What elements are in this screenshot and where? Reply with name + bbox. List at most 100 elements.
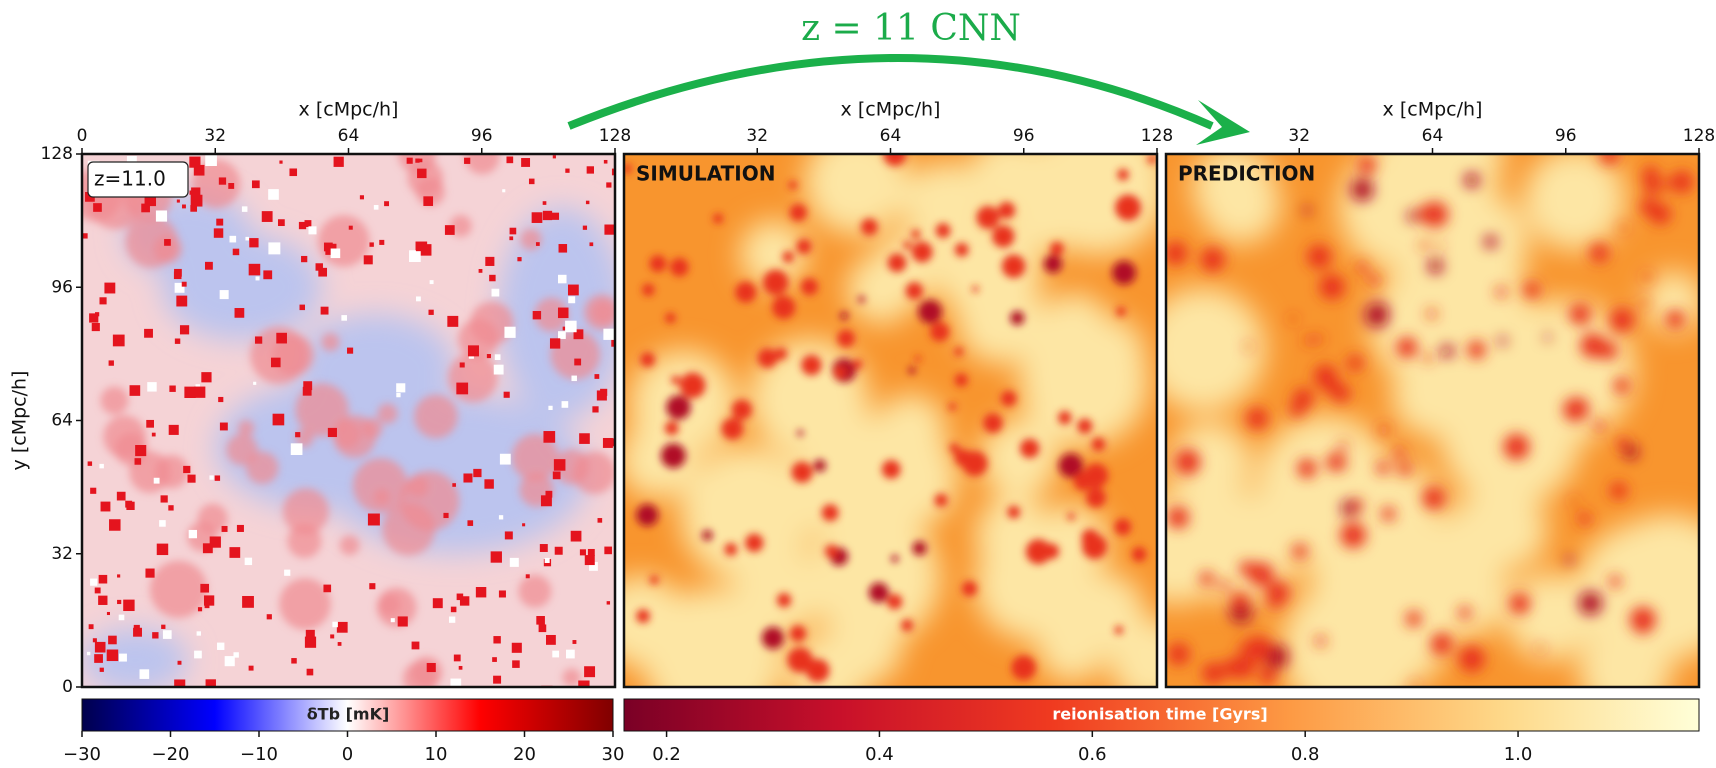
hot-pixel <box>391 618 395 622</box>
early-spot <box>1115 195 1141 221</box>
hot-pixel <box>289 168 297 176</box>
hot-pixel <box>447 316 458 327</box>
early-spot <box>735 282 756 303</box>
hot-pixel <box>200 584 209 593</box>
hot-pixel <box>119 654 127 662</box>
warm-blob <box>362 418 383 439</box>
hot-pixel <box>476 587 486 597</box>
early-spot <box>1537 645 1544 652</box>
early-spot <box>853 359 863 369</box>
early-spot <box>1114 519 1131 536</box>
early-spot <box>649 255 666 272</box>
hot-pixel <box>117 492 126 501</box>
early-spot <box>1231 592 1248 609</box>
hot-pixel <box>607 601 610 604</box>
hot-pixel <box>321 307 329 315</box>
hot-pixel <box>177 200 180 203</box>
warm-blob <box>333 420 361 448</box>
early-spot <box>790 204 807 221</box>
hot-pixel <box>566 650 575 659</box>
hot-pixel <box>268 189 279 200</box>
hot-pixel <box>146 420 154 428</box>
early-spot <box>903 241 911 249</box>
hot-pixel <box>540 544 548 552</box>
hot-pixel <box>445 225 455 235</box>
hot-pixel <box>168 505 173 510</box>
early-spot <box>861 219 878 236</box>
warm-blob <box>378 594 400 616</box>
early-spot <box>1010 311 1024 325</box>
hot-pixel <box>464 158 470 164</box>
hot-pixel <box>430 280 434 284</box>
early-spot <box>1007 506 1020 519</box>
hot-pixel <box>584 666 595 677</box>
y-tick-label: 0 <box>62 677 73 697</box>
hot-pixel <box>606 182 611 187</box>
hot-pixel <box>423 196 433 206</box>
hot-pixel <box>307 669 314 676</box>
hot-pixel <box>176 296 187 307</box>
late-blob <box>1037 610 1108 681</box>
hot-pixel <box>242 206 248 212</box>
hot-pixel <box>510 558 519 567</box>
late-blob <box>1257 415 1394 552</box>
hot-pixel <box>398 616 408 626</box>
hot-pixel <box>491 551 502 562</box>
hot-pixel <box>101 502 111 512</box>
hot-pixel <box>152 433 156 437</box>
hot-pixel <box>479 269 483 273</box>
colorbar-tick-label: 0 <box>342 744 353 764</box>
hot-pixel <box>194 387 205 398</box>
early-spot <box>887 594 902 609</box>
early-spot <box>1459 646 1485 672</box>
hot-pixel <box>189 530 197 538</box>
early-spot <box>1437 243 1443 249</box>
early-spot <box>680 373 706 399</box>
annotation: z=11.0 <box>94 167 166 191</box>
early-spot <box>1068 513 1075 520</box>
hot-pixel <box>87 652 90 655</box>
hot-pixel <box>604 225 614 235</box>
x-axis-label: x [cMpc/h] <box>841 99 941 121</box>
early-spot <box>1077 419 1092 434</box>
early-spot <box>1044 255 1062 273</box>
hot-pixel <box>555 547 563 555</box>
hot-pixel <box>229 547 240 558</box>
early-spot <box>1544 334 1551 341</box>
early-spot <box>912 241 933 262</box>
early-spot <box>1376 461 1389 474</box>
early-spot <box>913 541 927 555</box>
hot-pixel <box>526 574 530 578</box>
hot-pixel <box>512 643 522 653</box>
hot-pixel <box>568 285 579 296</box>
early-spot <box>1640 198 1657 215</box>
early-spot <box>1220 580 1230 590</box>
hot-pixel <box>460 362 465 367</box>
hot-pixel <box>604 547 612 555</box>
hot-pixel <box>583 226 587 230</box>
early-spot <box>1341 500 1357 516</box>
hot-pixel <box>164 239 171 246</box>
early-spot <box>972 286 979 293</box>
hot-pixel <box>219 177 226 184</box>
early-spot <box>1503 434 1529 460</box>
hot-pixel <box>553 155 556 158</box>
hot-pixel <box>559 244 568 253</box>
hot-pixel <box>409 250 421 262</box>
early-spot <box>1314 365 1337 388</box>
early-spot <box>908 367 915 374</box>
hot-pixel <box>182 204 186 208</box>
early-spot <box>1406 611 1422 627</box>
early-spot <box>640 352 655 367</box>
early-spot <box>665 421 679 435</box>
early-spot <box>1074 472 1093 491</box>
hot-pixel <box>267 614 272 619</box>
hot-pixel <box>536 242 540 246</box>
hot-pixel <box>417 169 426 178</box>
early-spot <box>1580 333 1605 358</box>
early-spot <box>1642 166 1658 182</box>
x-tick-label: 96 <box>471 126 493 146</box>
hot-pixel <box>93 203 102 212</box>
hot-pixel <box>419 159 423 163</box>
warm-blob <box>374 489 390 505</box>
